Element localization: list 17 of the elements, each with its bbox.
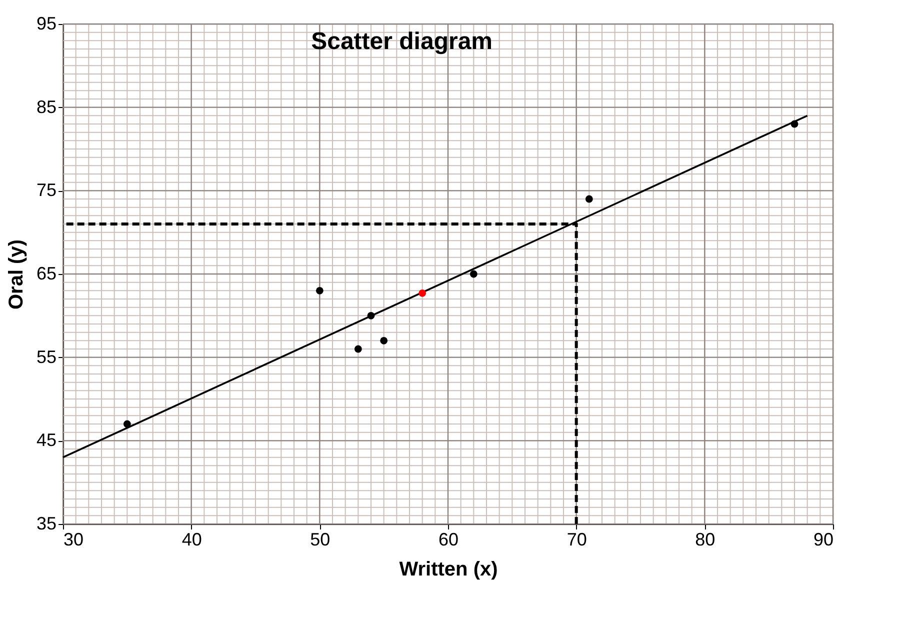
x-tick-label: 40	[182, 530, 202, 550]
y-tick-label: 35	[36, 514, 56, 534]
x-tick-label: 70	[566, 530, 587, 550]
x-tick-label: 50	[310, 530, 330, 550]
y-axis-title: Oral (y)	[5, 239, 28, 310]
y-tick-label: 65	[36, 264, 56, 284]
y-tick-label: 55	[36, 346, 56, 367]
x-tick-label: 60	[438, 530, 459, 550]
x-tick-label: 90	[813, 530, 834, 550]
y-tick-label: 45	[36, 430, 56, 450]
y-tick-label: 75	[36, 180, 56, 200]
x-axis-title: Written (x)	[399, 558, 498, 580]
y-tick-label: 85	[36, 96, 56, 117]
x-tick-label: 30	[64, 530, 84, 550]
x-tick-label: 80	[695, 530, 716, 550]
y-tick-label: 95	[36, 14, 56, 34]
chart-title: Scatter diagram	[311, 28, 493, 55]
